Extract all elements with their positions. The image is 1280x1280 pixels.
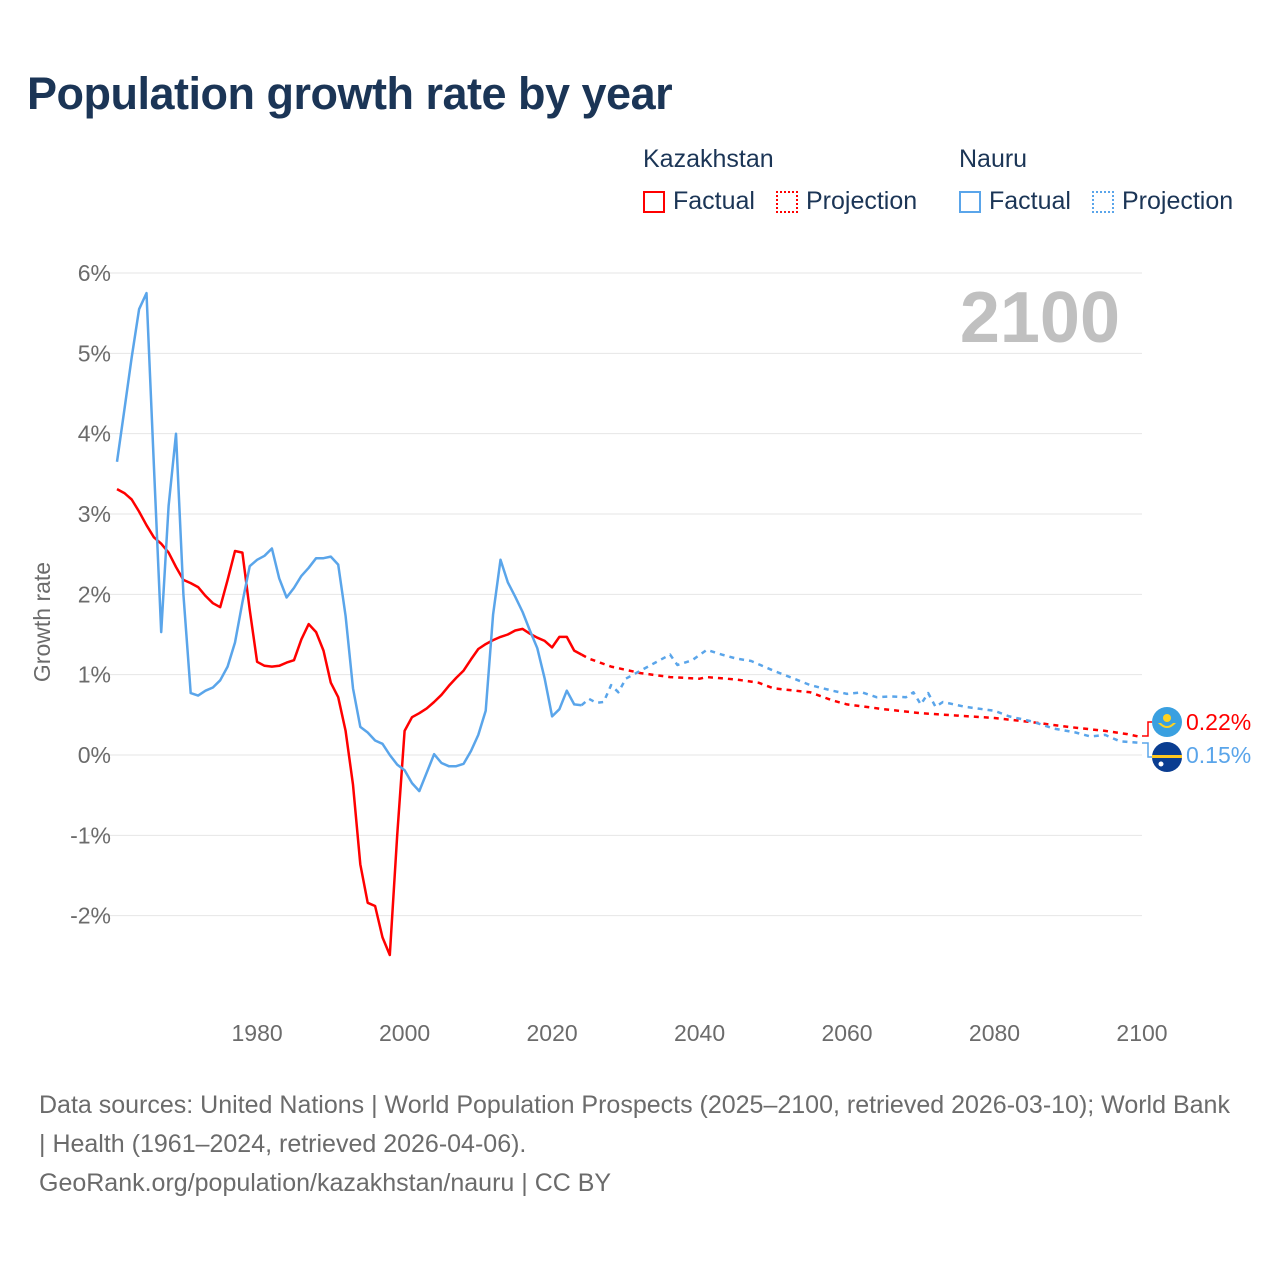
y-tick-label: -2%: [70, 903, 111, 929]
legend-kazakhstan-projection[interactable]: Projection: [776, 187, 917, 216]
y-tick-label: 3%: [78, 501, 111, 527]
line-chart: 6% 5% 4% 3% 2% 1% 0% -1% -2% 1980 2000 2020 2040 2060…: [29, 260, 1251, 1046]
chart-title: Population growth rate by year: [27, 68, 673, 119]
legend-nauru-projection[interactable]: Projection: [1092, 187, 1233, 216]
series-line-kazakhstan-projection: [580, 653, 1143, 739]
data-sources: Data sources: United Nations | World Pop…: [39, 1091, 1230, 1158]
nauru-end-connector: [1142, 742, 1152, 758]
solid-swatch-icon: [643, 190, 665, 213]
footer: Data sources: United Nations | World Pop…: [39, 1086, 1239, 1203]
dotted-swatch-icon: [1092, 190, 1114, 213]
year-display: 2100: [960, 278, 1120, 358]
kazakhstan-end-connector: [1142, 721, 1152, 737]
y-tick-label: 4%: [78, 421, 111, 447]
legend-label: Projection: [1122, 187, 1234, 215]
kazakhstan-end-value: 0.22%: [1186, 709, 1251, 735]
kazakhstan-flag-icon: [1152, 707, 1182, 737]
nauru-flag-icon: [1152, 742, 1182, 772]
legend-label: Factual: [673, 187, 755, 215]
x-tick-label: 2100: [1116, 1020, 1167, 1046]
credit-link[interactable]: GeoRank.org/population/kazakhstan/nauru …: [39, 1169, 612, 1197]
legend-nauru-factual[interactable]: Factual: [959, 187, 1071, 216]
y-tick-label: 0%: [78, 742, 111, 768]
series-line-nauru-projection: [580, 648, 1143, 745]
legend-kazakhstan-factual[interactable]: Factual: [643, 187, 755, 216]
x-tick-label: 2000: [379, 1020, 430, 1046]
legend-label: Factual: [989, 187, 1071, 215]
x-tick-label: 2060: [821, 1020, 872, 1046]
solid-swatch-icon: [959, 190, 981, 213]
y-tick-label: 1%: [78, 662, 111, 688]
dotted-swatch-icon: [776, 190, 798, 213]
y-tick-label: 6%: [78, 260, 111, 286]
legend-country-nauru: Nauru: [959, 145, 1028, 173]
x-tick-label: 1980: [232, 1020, 283, 1046]
legend-country-kazakhstan: Kazakhstan: [643, 145, 774, 173]
y-tick-label: -1%: [70, 822, 111, 848]
series-line-kazakhstan-factual: [116, 488, 583, 957]
x-tick-label: 2040: [674, 1020, 725, 1046]
x-tick-label: 2080: [969, 1020, 1020, 1046]
y-tick-label: 5%: [78, 340, 111, 366]
y-tick-label: 2%: [78, 581, 111, 607]
y-axis-label: Growth rate: [29, 562, 55, 682]
nauru-end-value: 0.15%: [1186, 742, 1251, 768]
x-tick-label: 2020: [526, 1020, 577, 1046]
legend-label: Projection: [806, 187, 918, 215]
series-line-nauru-factual: [115, 291, 582, 793]
